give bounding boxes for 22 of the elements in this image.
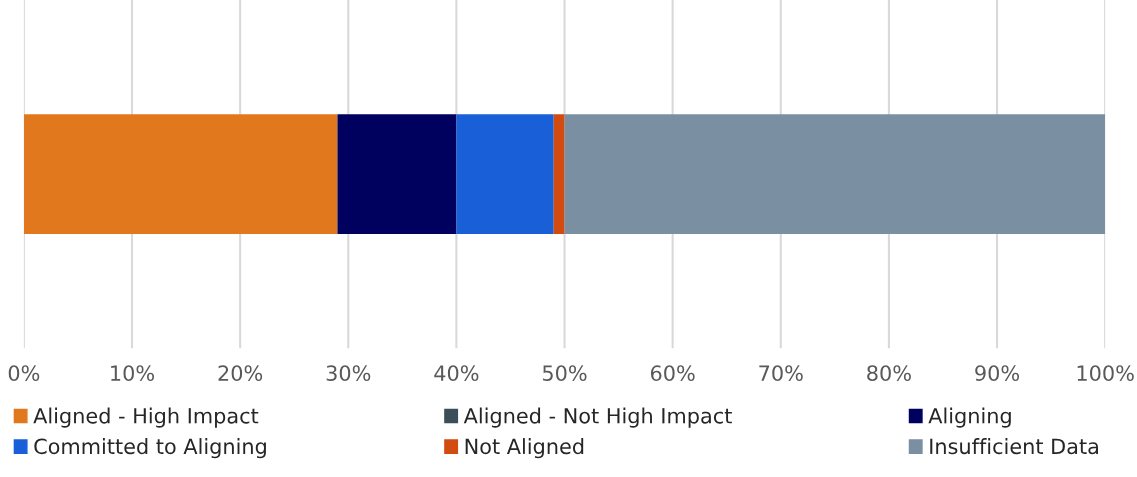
legend-label: Committed to Aligning (34, 438, 266, 459)
legend-label: Aligned - Not High Impact (463, 407, 732, 428)
x-tick-label: 20% (218, 365, 263, 381)
x-tick-label: 0% (8, 365, 40, 381)
legend-label: Aligned - High Impact (33, 407, 259, 428)
x-tick-label: 70% (759, 365, 803, 381)
bar (553, 114, 565, 234)
bar (337, 114, 457, 234)
x-tick-label: 90% (975, 365, 1020, 381)
x-tick-label: 50% (542, 365, 587, 381)
legend-label: Not Aligned (465, 438, 584, 459)
bar (564, 114, 1106, 234)
x-tick-label: 80% (867, 365, 911, 381)
x-tick-label: 10% (111, 365, 155, 381)
x-tick-label: 40% (434, 365, 479, 381)
legend-label: Aligning (928, 407, 1011, 428)
legend-label: Insufficient Data (930, 438, 1098, 455)
bar (456, 114, 554, 234)
x-tick-label: 30% (326, 365, 371, 381)
x-tick-label: 60% (650, 365, 695, 381)
bar (23, 114, 338, 234)
x-tick-label: 100% (1077, 365, 1134, 381)
